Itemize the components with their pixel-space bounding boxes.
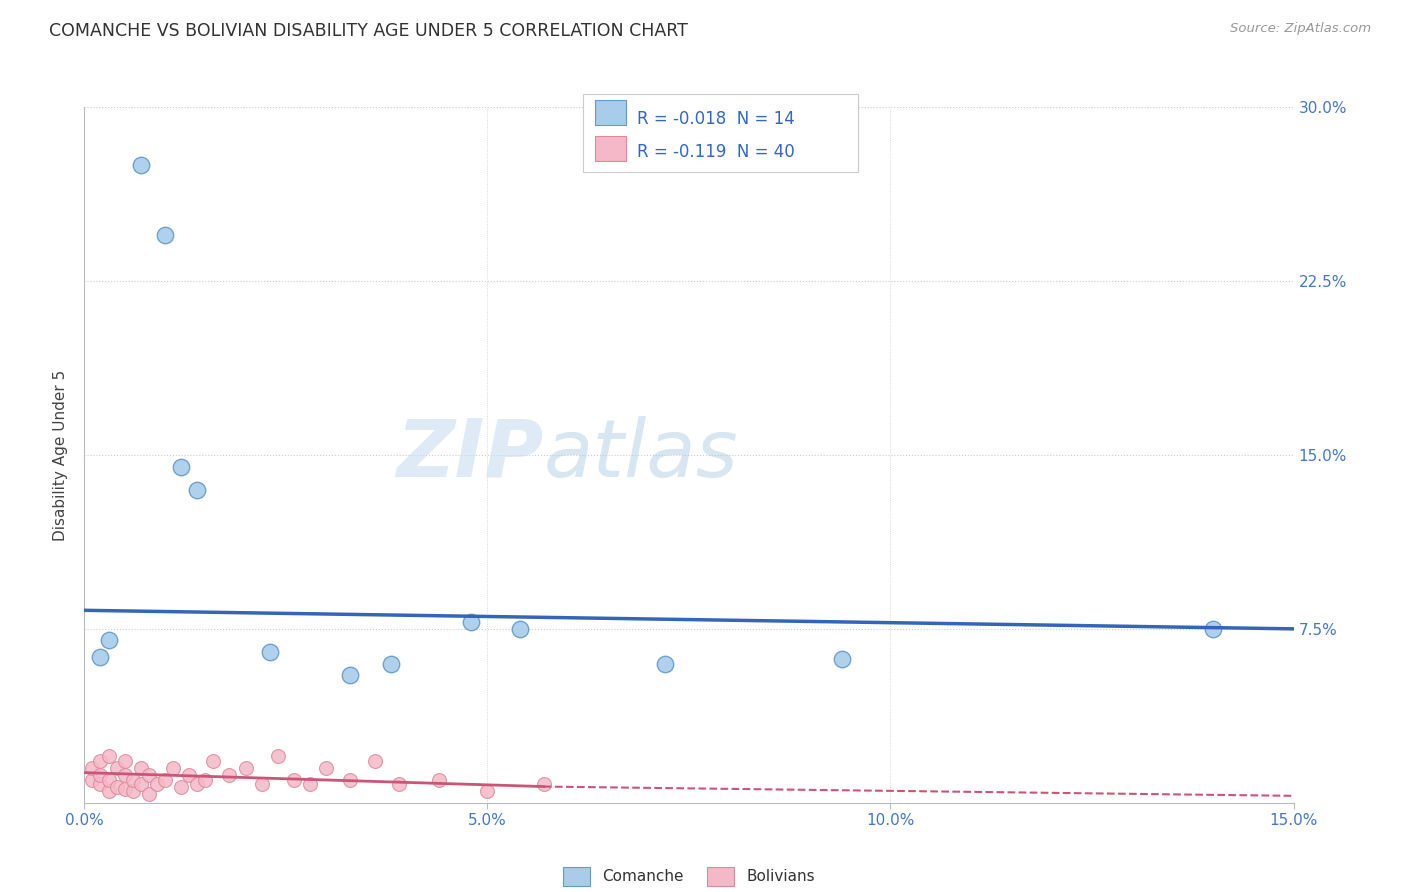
- Point: [339, 772, 361, 787]
- Point: [97, 749, 120, 764]
- Text: ZIP: ZIP: [396, 416, 544, 494]
- Point: [170, 459, 193, 474]
- Text: R = -0.018  N = 14: R = -0.018 N = 14: [637, 110, 794, 128]
- Point: [129, 761, 152, 775]
- Point: [114, 754, 136, 768]
- Point: [186, 777, 208, 791]
- Point: [388, 777, 411, 791]
- Point: [89, 649, 111, 664]
- Text: Source: ZipAtlas.com: Source: ZipAtlas.com: [1230, 22, 1371, 36]
- Point: [186, 483, 208, 497]
- Point: [380, 657, 402, 671]
- Y-axis label: Disability Age Under 5: Disability Age Under 5: [53, 369, 69, 541]
- Point: [654, 657, 676, 671]
- Point: [339, 668, 361, 682]
- Point: [89, 777, 111, 791]
- Point: [179, 768, 201, 782]
- Point: [89, 768, 111, 782]
- Point: [82, 772, 104, 787]
- Point: [138, 768, 160, 782]
- Point: [477, 784, 499, 798]
- Legend: Comanche, Bolivians: Comanche, Bolivians: [562, 867, 815, 886]
- Point: [831, 652, 853, 666]
- Text: COMANCHE VS BOLIVIAN DISABILITY AGE UNDER 5 CORRELATION CHART: COMANCHE VS BOLIVIAN DISABILITY AGE UNDE…: [49, 22, 688, 40]
- Point: [105, 761, 128, 775]
- Point: [121, 784, 143, 798]
- Point: [97, 772, 120, 787]
- Point: [283, 772, 305, 787]
- Point: [194, 772, 217, 787]
- Point: [259, 645, 281, 659]
- Point: [170, 780, 193, 794]
- Point: [129, 777, 152, 791]
- Point: [1202, 622, 1225, 636]
- Point: [460, 615, 482, 629]
- Point: [363, 754, 385, 768]
- Point: [509, 622, 531, 636]
- Point: [250, 777, 273, 791]
- Point: [114, 768, 136, 782]
- Point: [153, 772, 176, 787]
- Point: [153, 227, 176, 242]
- Point: [89, 754, 111, 768]
- Point: [315, 761, 337, 775]
- Point: [533, 777, 555, 791]
- Point: [114, 781, 136, 796]
- Point: [146, 777, 169, 791]
- Point: [82, 761, 104, 775]
- Point: [218, 768, 240, 782]
- Point: [97, 633, 120, 648]
- Point: [162, 761, 184, 775]
- Point: [105, 780, 128, 794]
- Point: [267, 749, 290, 764]
- Point: [129, 158, 152, 172]
- Point: [121, 772, 143, 787]
- Point: [235, 761, 257, 775]
- Point: [427, 772, 450, 787]
- Point: [202, 754, 225, 768]
- Point: [138, 787, 160, 801]
- Text: R = -0.119  N = 40: R = -0.119 N = 40: [637, 143, 794, 161]
- Text: atlas: atlas: [544, 416, 738, 494]
- Point: [299, 777, 322, 791]
- Point: [97, 784, 120, 798]
